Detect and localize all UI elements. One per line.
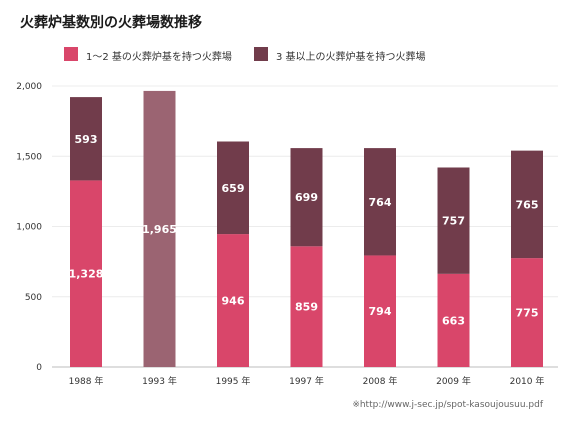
bar-value-label: 659 [222,182,245,195]
bar-value-label: 859 [295,301,318,314]
x-category-label: 2009 年 [436,375,471,387]
bar-segment-1-2 [437,273,470,367]
bar-value-label: 764 [369,196,392,209]
bar-total [143,90,176,367]
legend-label-1-2: 1～2 基の火葬炉基を持つ火葬場 [86,52,232,63]
bar-value-label: 757 [442,215,465,228]
bar-value-label: 1,965 [142,223,177,236]
bar-segment-3plus [437,167,470,274]
x-category-label: 1995 年 [216,375,251,387]
y-tick-label: 2,000 [16,82,42,92]
x-category-label: 1993 年 [142,375,177,387]
bar-value-label: 946 [222,295,245,308]
bar-segment-3plus [70,97,102,181]
bar-segment-1-2 [217,234,249,367]
bar-segment-1-2 [364,255,396,367]
bar-segment-1-2 [290,246,323,367]
legend-swatch-1-2 [64,47,78,61]
y-tick-label: 500 [25,293,42,303]
bar-segment-3plus [217,141,249,235]
bar-segment-3plus [290,148,323,247]
bar-value-label: 1,328 [69,268,104,281]
y-tick-label: 1,000 [16,223,42,233]
x-category-label: 1997 年 [289,375,324,387]
bar-value-label: 775 [516,307,539,320]
x-category-label: 2010 年 [510,375,545,387]
x-category-label: 1988 年 [69,375,104,387]
bar-value-label: 663 [442,314,465,327]
bar-segment-1-2 [511,258,543,367]
y-tick-label: 1,500 [16,152,42,162]
chart-title: 火葬炉基数別の火葬場数推移 [20,15,202,31]
y-tick-label: 0 [36,363,42,373]
legend-label-3plus: 3 基以上の火葬炉基を持つ火葬場 [276,52,426,63]
legend-swatch-3plus [254,47,268,61]
bar-value-label: 593 [75,133,98,146]
bar-value-label: 699 [295,191,318,204]
source-note: ※http://www.j-sec.jp/spot-kasoujousuu.pd… [352,400,543,410]
bar-value-label: 794 [369,305,392,318]
bar-segment-3plus [364,148,396,256]
x-category-label: 2008 年 [363,375,398,387]
bar-segment-3plus [511,150,543,259]
bar-segment-1-2 [70,180,102,367]
bar-value-label: 765 [516,198,539,211]
